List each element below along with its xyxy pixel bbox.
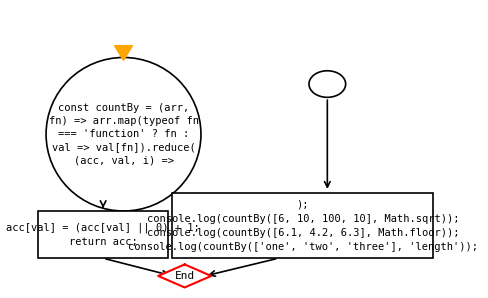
Text: const countBy = (arr,
fn) => arr.map(typeof fn
=== 'function' ? fn :
val => val[: const countBy = (arr, fn) => arr.map(typ… xyxy=(48,103,198,166)
Text: acc[val] = (acc[val] || 0) + 1;
return acc;: acc[val] = (acc[val] || 0) + 1; return a… xyxy=(6,222,200,247)
Polygon shape xyxy=(158,264,211,288)
FancyBboxPatch shape xyxy=(172,193,432,258)
Text: );
console.log(countBy([6, 10, 100, 10], Math.sqrt));
console.log(countBy([6.1, : ); console.log(countBy([6, 10, 100, 10],… xyxy=(127,200,477,252)
Circle shape xyxy=(308,71,345,97)
Text: End: End xyxy=(174,271,194,281)
Polygon shape xyxy=(114,46,132,60)
FancyBboxPatch shape xyxy=(38,211,168,258)
Ellipse shape xyxy=(46,58,201,211)
